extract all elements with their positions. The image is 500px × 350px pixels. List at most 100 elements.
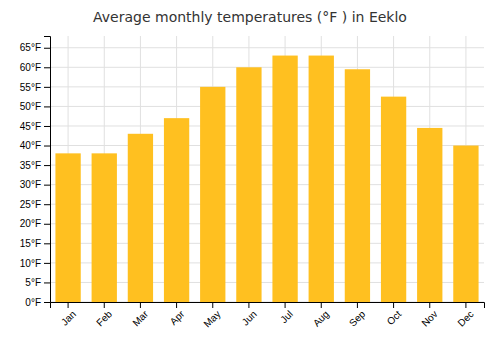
tick: 10°F (20, 258, 50, 269)
tick: 40°F (20, 140, 50, 151)
tick-mark (44, 48, 50, 49)
chart: 0°F 5°F 10°F 15°F 20°F 25°F 30°F 35°F 40°F 45°F 50… (0, 0, 500, 350)
tick: 50°F (20, 101, 50, 112)
tick-label: 25°F (20, 199, 41, 210)
tick: 20°F (20, 218, 50, 229)
tick: 65°F (20, 42, 50, 53)
tick: May (202, 302, 223, 330)
tick-mark (285, 302, 286, 308)
bar (381, 97, 406, 302)
tick-mark (44, 263, 50, 264)
tick-label: Jun (240, 308, 259, 327)
bar (453, 146, 478, 302)
tick-mark (44, 146, 50, 147)
tick-label: 35°F (20, 160, 41, 171)
tick: 15°F (20, 238, 50, 249)
tick: Oct (385, 302, 404, 327)
tick-label: 50°F (20, 101, 41, 112)
tick-label: 30°F (20, 179, 41, 190)
tick-label: 20°F (20, 218, 41, 229)
tick-label: Nov (419, 308, 439, 328)
bar (92, 153, 117, 302)
tick-label: 45°F (20, 121, 41, 132)
tick: 25°F (20, 199, 50, 210)
tick: 0°F (25, 297, 50, 308)
tick-mark (44, 126, 50, 127)
tick-mark (176, 302, 177, 308)
tick-mark (248, 302, 249, 308)
bar (272, 56, 297, 302)
bar (345, 69, 370, 302)
tick-mark (140, 302, 141, 308)
bar (164, 118, 189, 302)
y-axis: 0°F 5°F 10°F 15°F 20°F 25°F 30°F 35°F 40°F 45°F 50… (20, 37, 51, 308)
tick: 60°F (20, 62, 50, 73)
tick-mark (68, 302, 69, 308)
tick: Apr (168, 302, 187, 327)
grid-line (50, 106, 484, 107)
axis-line (44, 37, 51, 303)
tick: Jan (59, 302, 78, 328)
tick: Mar (130, 302, 150, 328)
tick-label: 40°F (20, 140, 41, 151)
plot: 0°F 5°F 10°F 15°F 20°F 25°F 30°F 35°F 40°F 45°F 50… (20, 36, 485, 330)
tick-mark (44, 185, 50, 186)
grid-line (50, 86, 484, 87)
tick-mark (44, 106, 50, 107)
tick-mark (465, 302, 466, 308)
tick: 5°F (25, 277, 50, 288)
tick-mark (44, 302, 50, 303)
tick-label: 55°F (20, 82, 41, 93)
x-axis: Jan Feb Mar Apr May Jun Jul Aug Sep Oct Nov Dec (51, 302, 485, 330)
tick-label: 65°F (20, 42, 41, 53)
tick-label: 60°F (20, 62, 41, 73)
grid (50, 36, 484, 302)
tick-mark (44, 243, 50, 244)
tick-mark (44, 204, 50, 205)
bar (417, 128, 442, 302)
tick: Feb (94, 302, 114, 328)
tick-label: Jul (278, 308, 295, 325)
tick-mark (44, 282, 50, 283)
tick: 45°F (20, 121, 50, 132)
tick-label: Dec (455, 308, 475, 328)
tick: 30°F (20, 179, 50, 190)
bar (309, 56, 334, 302)
tick: Nov (419, 302, 439, 329)
bars (55, 56, 478, 302)
tick-label: Oct (385, 308, 404, 327)
tick-mark (44, 224, 50, 225)
tick: Aug (311, 302, 331, 329)
tick-label: Sep (347, 308, 368, 329)
tick: Jun (240, 302, 259, 328)
grid-line (50, 47, 484, 48)
tick-label: Aug (311, 308, 331, 328)
tick: Sep (347, 302, 368, 329)
grid-line (50, 125, 484, 126)
tick-mark (212, 302, 213, 308)
tick-label: Mar (130, 308, 150, 328)
tick: 55°F (20, 82, 50, 93)
tick-label: 10°F (20, 258, 41, 269)
tick-mark (393, 302, 394, 308)
tick-label: 5°F (25, 277, 41, 288)
tick-mark (44, 87, 50, 88)
title: Average monthly temperatures (°F ) in Ee… (93, 9, 407, 25)
tick-mark (429, 302, 430, 308)
tick-mark (104, 302, 105, 308)
tick-mark (44, 67, 50, 68)
bar (200, 87, 225, 302)
bar (236, 67, 261, 302)
bar (128, 134, 153, 302)
tick: 35°F (20, 160, 50, 171)
tick-label: 15°F (20, 238, 41, 249)
tick: Jul (278, 302, 295, 325)
grid-line (50, 67, 484, 68)
tick-label: Apr (168, 308, 187, 327)
tick-label: Feb (94, 308, 114, 328)
tick-mark (357, 302, 358, 308)
tick-mark (321, 302, 322, 308)
tick-mark (44, 165, 50, 166)
axis-line (51, 303, 485, 309)
tick: Dec (455, 302, 475, 329)
